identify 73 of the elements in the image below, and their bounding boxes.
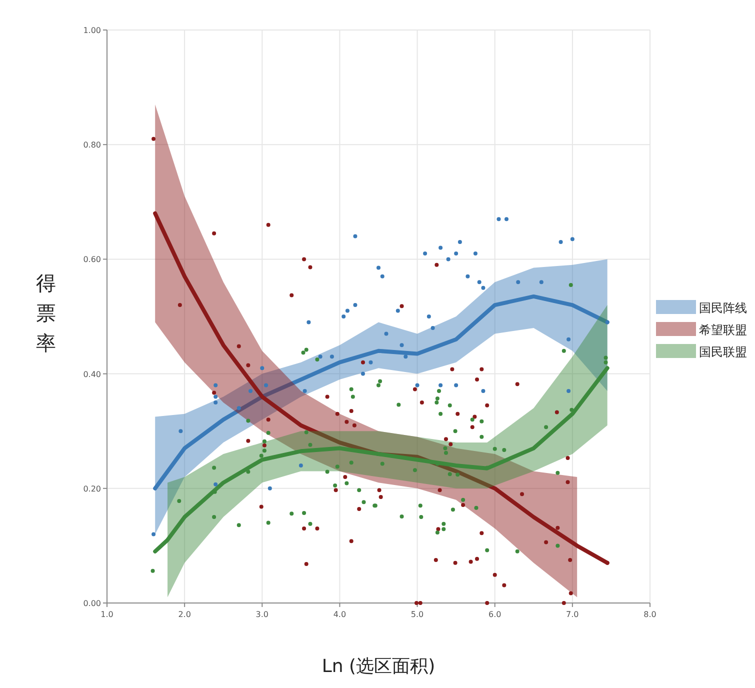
point <box>214 482 218 486</box>
x-tick-label: 8.0 <box>644 610 656 619</box>
point <box>214 400 218 404</box>
point <box>454 251 458 256</box>
point <box>426 314 431 318</box>
point <box>423 251 428 256</box>
line-series <box>153 366 610 554</box>
point <box>454 383 458 388</box>
point <box>566 388 571 393</box>
x-tick-label: 3.0 <box>256 610 269 619</box>
point <box>504 217 508 222</box>
x-tick-label: 2.0 <box>178 610 191 619</box>
point <box>438 246 443 250</box>
point <box>268 486 272 490</box>
point <box>214 383 218 388</box>
point <box>368 360 373 364</box>
point <box>302 388 307 393</box>
x-tick-label: 4.0 <box>333 610 346 619</box>
point <box>481 388 486 393</box>
point <box>496 217 501 222</box>
y-tick-label: 1.00 <box>83 26 101 35</box>
point <box>400 343 404 348</box>
point <box>430 326 435 330</box>
x-tick-label: 6.0 <box>488 610 502 619</box>
point <box>605 320 610 324</box>
point <box>473 251 478 256</box>
point <box>360 372 365 376</box>
point <box>236 406 241 410</box>
point <box>516 280 520 284</box>
point <box>404 354 408 359</box>
point <box>353 234 358 238</box>
x-tick-label: 5.0 <box>410 610 424 619</box>
point <box>570 237 574 242</box>
point <box>318 354 322 359</box>
y-axis-title: 得票率 <box>36 271 56 355</box>
x-axis-title: Ln (选区面积) <box>322 656 436 677</box>
point <box>384 332 388 336</box>
point <box>345 308 350 313</box>
point <box>330 354 334 359</box>
legend-label: 国民阵线 <box>699 301 747 315</box>
point <box>264 383 268 388</box>
point <box>396 308 400 313</box>
y-tick-label: 0.60 <box>83 255 101 264</box>
point <box>539 280 544 284</box>
y-tick-label: 0.00 <box>83 599 101 608</box>
line-series <box>153 294 610 490</box>
point <box>214 394 218 399</box>
point <box>466 274 470 278</box>
point <box>353 303 358 308</box>
y-tick-label: 0.40 <box>83 370 101 379</box>
point <box>477 280 482 284</box>
point <box>458 240 462 244</box>
x-tick-label: 7.0 <box>566 610 579 619</box>
point <box>438 383 443 388</box>
point <box>152 532 156 536</box>
point <box>566 337 571 342</box>
y-tick-label: 0.20 <box>83 484 101 494</box>
point <box>248 388 253 393</box>
point <box>306 320 311 324</box>
point <box>342 314 346 318</box>
legend-label: 国民联盟 <box>699 345 747 359</box>
point <box>178 429 183 434</box>
point <box>558 240 563 244</box>
y-tick-label: 0.80 <box>83 140 101 150</box>
point <box>481 286 486 290</box>
point <box>380 274 384 278</box>
point <box>376 266 380 270</box>
point <box>446 257 450 262</box>
point <box>298 463 303 468</box>
point <box>415 383 420 388</box>
x-tick-label: 1.0 <box>100 610 114 619</box>
legend-label: 希望联盟 <box>699 323 747 337</box>
point <box>260 366 264 370</box>
